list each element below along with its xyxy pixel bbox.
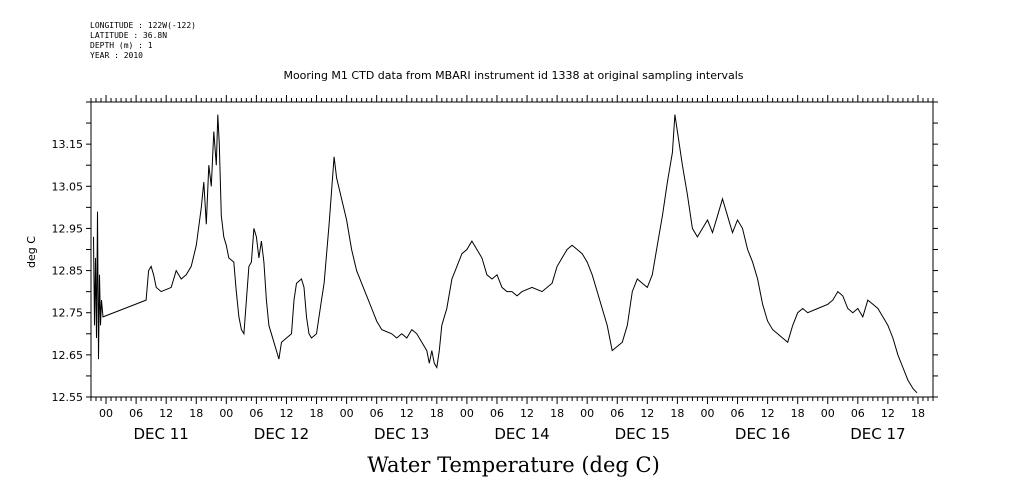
x-tick-label: 06 bbox=[249, 407, 263, 420]
latitude-text: LATITUDE : 36.8N bbox=[90, 31, 168, 40]
y-tick-label: 12.75 bbox=[52, 307, 84, 320]
x-tick-label: 06 bbox=[490, 407, 504, 420]
x-tick-label: 00 bbox=[460, 407, 474, 420]
x-tick-label: 12 bbox=[640, 407, 654, 420]
longitude-text: LONGITUDE : 122W(-122) bbox=[90, 21, 196, 30]
series-line bbox=[93, 114, 918, 394]
x-tick-label: 06 bbox=[731, 407, 745, 420]
x-tick-label: 12 bbox=[881, 407, 895, 420]
depth-text: DEPTH (m) : 1 bbox=[90, 41, 153, 50]
x-tick-label: 12 bbox=[159, 407, 173, 420]
metadata-block: LONGITUDE : 122W(-122) LATITUDE : 36.8N … bbox=[90, 21, 196, 61]
y-tick-label: 12.55 bbox=[52, 391, 84, 404]
x-tick-label: 00 bbox=[580, 407, 594, 420]
y-tick-label: 12.65 bbox=[52, 349, 84, 362]
x-tick-label: 18 bbox=[189, 407, 203, 420]
x-tick-label: 00 bbox=[219, 407, 233, 420]
x-tick-label: 00 bbox=[99, 407, 113, 420]
y-tick-label: 12.95 bbox=[52, 222, 84, 235]
x-tick-label: 18 bbox=[670, 407, 684, 420]
day-label: DEC 11 bbox=[133, 425, 188, 443]
x-tick-label: 12 bbox=[400, 407, 414, 420]
x-tick-label: 18 bbox=[310, 407, 324, 420]
y-tick-label: 13.05 bbox=[52, 180, 84, 193]
x-tick-label: 00 bbox=[700, 407, 714, 420]
y-tick-labels: 12.55 12.65 12.75 12.85 12.95 13.05 13.15 bbox=[52, 138, 84, 404]
tick-marks bbox=[86, 95, 938, 404]
chart-title: Mooring M1 CTD data from MBARI instrumen… bbox=[283, 69, 744, 82]
day-label: DEC 12 bbox=[254, 425, 309, 443]
day-label: DEC 14 bbox=[494, 425, 549, 443]
x-tick-label: 12 bbox=[761, 407, 775, 420]
x-tick-label: 00 bbox=[340, 407, 354, 420]
x-tick-label: 18 bbox=[550, 407, 564, 420]
day-label: DEC 15 bbox=[615, 425, 670, 443]
day-label: DEC 17 bbox=[850, 425, 905, 443]
x-tick-label: 00 bbox=[821, 407, 835, 420]
x-tick-label: 18 bbox=[430, 407, 444, 420]
x-tick-label: 12 bbox=[520, 407, 534, 420]
y-tick-label: 12.85 bbox=[52, 265, 84, 278]
year-text: YEAR : 2010 bbox=[90, 51, 143, 60]
x-tick-label: 06 bbox=[370, 407, 384, 420]
x-tick-label: 06 bbox=[129, 407, 143, 420]
x-tick-label: 06 bbox=[610, 407, 624, 420]
x-tick-label: 12 bbox=[279, 407, 293, 420]
day-labels: DEC 11 DEC 12 DEC 13 DEC 14 DEC 15 DEC 16 DEC … bbox=[133, 425, 905, 443]
x-tick-label: 06 bbox=[851, 407, 865, 420]
y-axis-label: deg C bbox=[25, 236, 38, 268]
x-tick-label: 18 bbox=[911, 407, 925, 420]
day-label: DEC 13 bbox=[374, 425, 429, 443]
x-tick-label: 18 bbox=[791, 407, 805, 420]
day-label: DEC 16 bbox=[735, 425, 790, 443]
x-axis-label: Water Temperature (deg C) bbox=[367, 453, 660, 477]
x-tick-labels: 00 06 12 18 00 06 12 18 00 06 12 18 00 06 12 18 00 06 12 18… bbox=[99, 407, 925, 420]
y-tick-label: 13.15 bbox=[52, 138, 84, 151]
